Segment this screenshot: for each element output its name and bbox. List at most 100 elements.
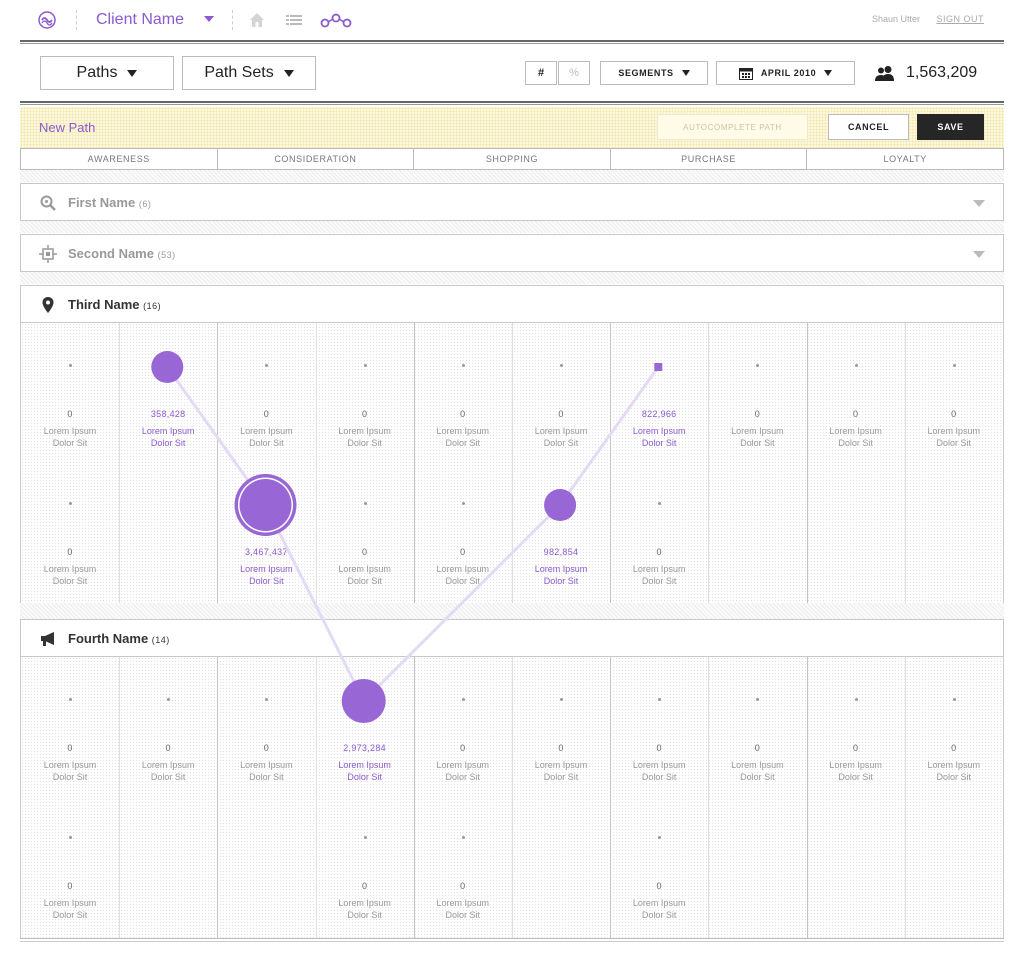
cell-label: Dolor Sit [936,772,972,782]
grid-cell[interactable]: 0 Lorem Ipsum Dolor Sit [217,325,315,463]
cell-value: 0 [558,743,564,753]
cell-label: Lorem Ipsum [43,564,97,574]
grid-cell[interactable]: 0 Lorem Ipsum Dolor Sit [119,659,217,797]
node-dot [952,698,956,701]
cell-value: 0 [460,547,466,557]
node-dot [363,502,367,505]
grid-cell[interactable]: 0 Lorem Ipsum Dolor Sit [21,797,119,935]
grid-cell[interactable]: 0 Lorem Ipsum Dolor Sit [512,659,610,797]
cell-label: Lorem Ipsum [632,898,686,908]
grid-cell[interactable]: 0 Lorem Ipsum Dolor Sit [905,659,1003,797]
segments-dropdown[interactable]: SEGMENTS [600,61,708,85]
node-dot [658,698,662,701]
cell-label: Lorem Ipsum [338,564,391,574]
expand-caret-icon[interactable] [973,251,985,258]
grid-cell[interactable]: 0 Lorem Ipsum Dolor Sit [414,797,512,935]
caret-down-icon [681,70,690,76]
grid-cell[interactable]: 0 Lorem Ipsum Dolor Sit [807,659,905,797]
cell-label: Lorem Ipsum [927,760,981,770]
user-name: Shaun Utter [871,14,920,24]
client-name-selector[interactable]: Client Name [96,11,185,28]
grid-cell[interactable]: 0 Lorem Ipsum Dolor Sit [414,325,512,463]
section-second-name[interactable]: Second Name (53) [20,234,1004,272]
grid-cell[interactable]: 982,854 Lorem Ipsum Dolor Sit [512,463,610,601]
grid-cell[interactable]: 0 Lorem Ipsum Dolor Sit [316,463,414,601]
grid-cell[interactable]: 0 Lorem Ipsum Dolor Sit [414,463,512,601]
cell-label: Dolor Sit [249,772,284,782]
grid-cell[interactable]: 0 Lorem Ipsum Dolor Sit [807,325,905,463]
grid-cell[interactable]: 0 Lorem Ipsum Dolor Sit [21,463,119,601]
path-sets-dropdown[interactable]: Path Sets [182,56,316,90]
cell-label: Lorem Ipsum [141,426,195,436]
cell-value: 0 [656,743,662,753]
expand-caret-icon[interactable] [973,200,985,207]
cell-label-group: Lorem Ipsum Dolor Sit [414,563,512,587]
cell-label-group: Lorem Ipsum Dolor Sit [610,897,708,921]
grid-cell[interactable]: 0 Lorem Ipsum Dolor Sit [708,659,806,797]
cell-value: 0 [951,743,957,753]
grid-cell[interactable]: 3,467,437 Lorem Ipsum Dolor Sit [217,463,315,601]
node-dot [658,502,662,505]
users-icon [875,66,894,81]
count-toggle[interactable]: # [525,61,557,85]
section-fourth-name[interactable]: Fourth Name (14) [20,619,1004,657]
node-dot [952,364,956,367]
section-first-name[interactable]: First Name (6) [20,183,1004,221]
cell-label: Dolor Sit [52,576,88,586]
divider [76,10,77,30]
section-count: (16) [143,301,162,311]
cell-label-group: Lorem Ipsum Dolor Sit [316,897,414,921]
percent-toggle[interactable]: % [558,61,590,85]
grid-cell[interactable]: 0 Lorem Ipsum Dolor Sit [610,659,708,797]
grid-cell[interactable]: 0 Lorem Ipsum Dolor Sit [610,797,708,935]
chevron-down-icon[interactable] [204,16,214,22]
cell-value: 0 [67,547,73,557]
grid-cell[interactable]: 0 Lorem Ipsum Dolor Sit [21,325,119,463]
date-dropdown[interactable]: APRIL 2010 [716,61,855,85]
cell-value: 0 [67,743,73,753]
cell-label: Dolor Sit [445,576,481,586]
section-third-name[interactable]: Third Name (16) [20,285,1004,323]
path-sets-label: Path Sets [204,64,274,81]
cell-label-group: Lorem Ipsum Dolor Sit [316,563,414,587]
cell-value: 0 [460,409,466,419]
divider [20,101,1004,105]
grid-cell[interactable]: 0 Lorem Ipsum Dolor Sit [316,797,414,935]
logo-icon[interactable] [38,11,56,29]
cell-label-group: Lorem Ipsum Dolor Sit [316,759,414,783]
node-dot [461,502,465,505]
grid-cell[interactable]: 358,428 Lorem Ipsum Dolor Sit [119,325,217,463]
cell-label: Lorem Ipsum [731,760,784,770]
grid-cell[interactable]: 822,966 Lorem Ipsum Dolor Sit [610,325,708,463]
grid-cell[interactable]: 0 Lorem Ipsum Dolor Sit [512,325,610,463]
cell-label: Dolor Sit [445,772,481,782]
megaphone-icon [41,632,54,646]
paths-dropdown[interactable]: Paths [40,56,174,90]
cell-label: Dolor Sit [347,576,382,586]
grid-cell[interactable]: 0 Lorem Ipsum Dolor Sit [414,659,512,797]
grid-cell[interactable]: 0 Lorem Ipsum Dolor Sit [21,659,119,797]
column-divider [806,323,808,603]
list-icon[interactable] [285,11,303,29]
cancel-button[interactable]: CANCEL [828,114,909,140]
cell-label: Dolor Sit [641,910,677,920]
fourth-name-grid: 0 Lorem Ipsum Dolor Sit 0 Lorem Ipsum Dolor S… [20,657,1004,938]
cell-label: Lorem Ipsum [534,426,588,436]
cell-label-group: Lorem Ipsum Dolor Sit [807,759,905,783]
cell-label: Lorem Ipsum [338,760,391,770]
autocomplete-path-button[interactable]: AUTOCOMPLETE PATH [657,114,808,140]
grid-cell[interactable]: 0 Lorem Ipsum Dolor Sit [708,325,806,463]
third-name-grid: 0 Lorem Ipsum Dolor Sit 358,428 Lorem Ipsum D… [20,323,1004,603]
path-view-icon[interactable] [320,11,352,29]
column-divider [904,323,906,603]
home-icon[interactable] [248,11,266,29]
sign-out-link[interactable]: SIGN OUT [936,14,984,24]
grid-cell[interactable]: 0 Lorem Ipsum Dolor Sit [905,325,1003,463]
grid-cell[interactable]: 2,973,284 Lorem Ipsum Dolor Sit [316,659,414,797]
save-button[interactable]: SAVE [917,114,984,140]
grid-cell[interactable]: 0 Lorem Ipsum Dolor Sit [217,659,315,797]
cell-label: Lorem Ipsum [632,564,686,574]
cell-value: 358,428 [150,409,186,419]
grid-cell[interactable]: 0 Lorem Ipsum Dolor Sit [316,325,414,463]
grid-cell[interactable]: 0 Lorem Ipsum Dolor Sit [610,463,708,601]
